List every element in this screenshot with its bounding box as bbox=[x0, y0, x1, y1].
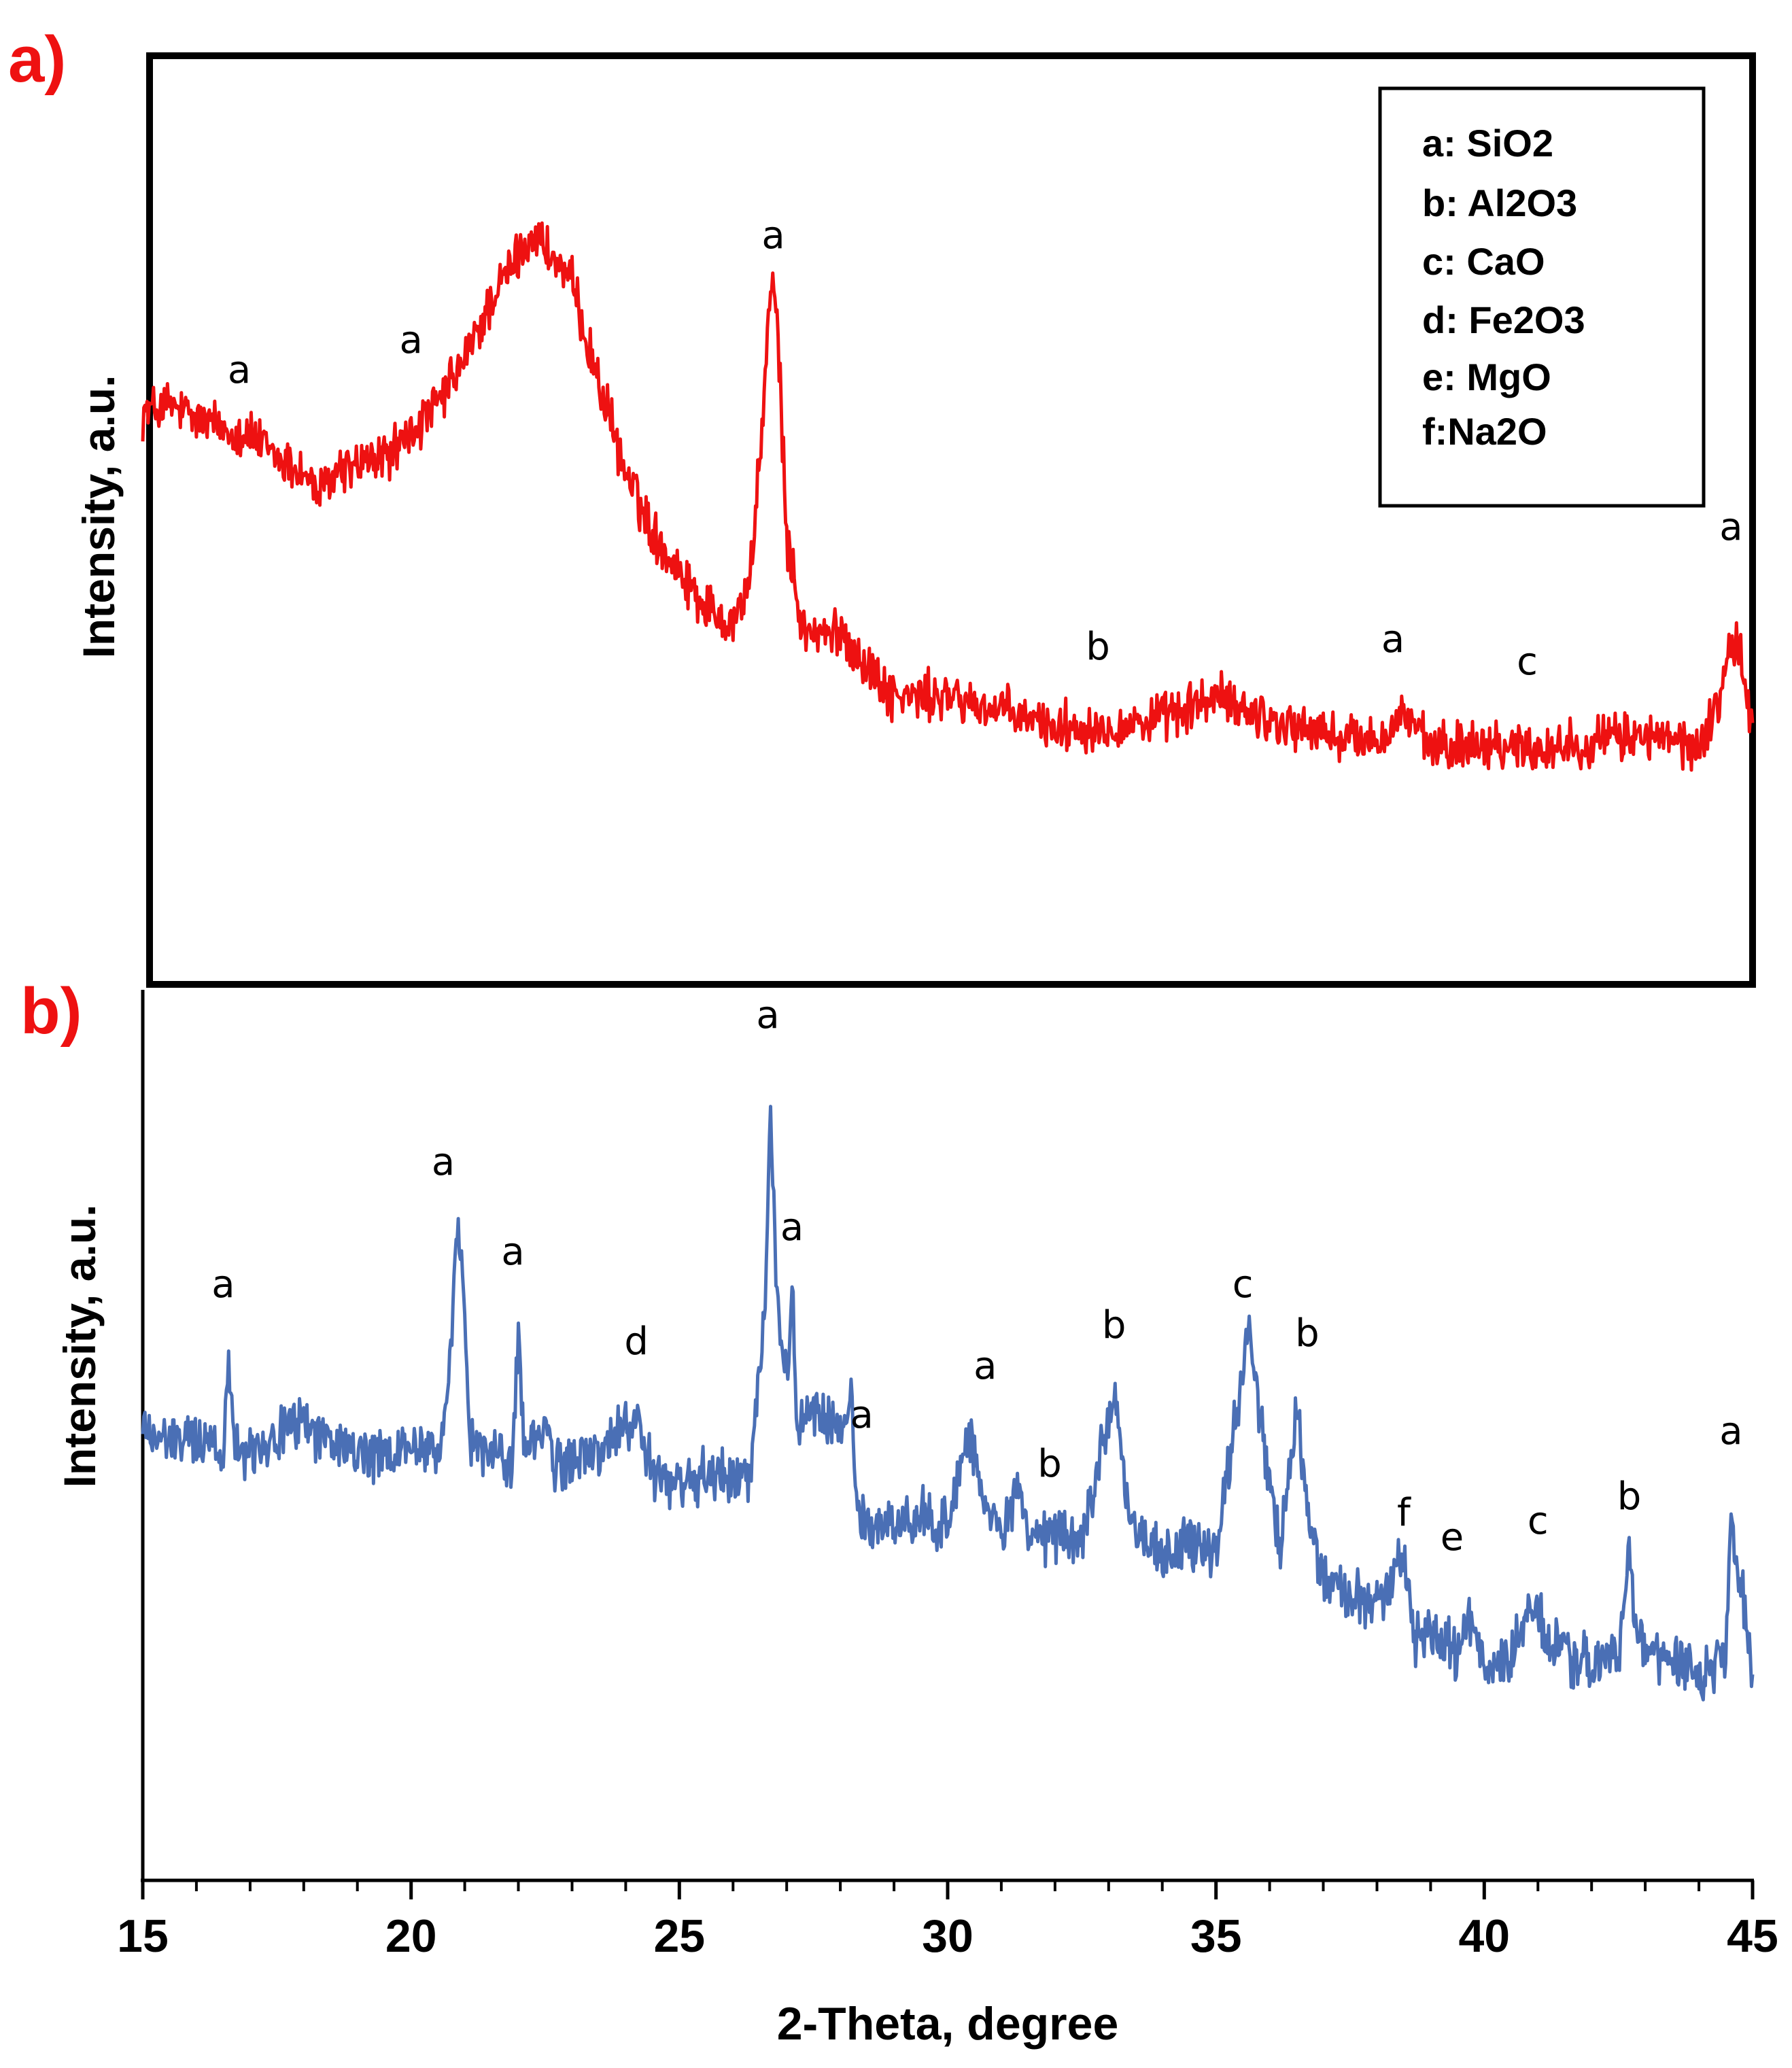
peak-label-b-4: a bbox=[756, 993, 779, 1037]
peak-label-b-11: b bbox=[1295, 1311, 1320, 1356]
x-tick-label-30: 30 bbox=[922, 1910, 973, 1962]
series-line-b bbox=[141, 1105, 1755, 1702]
peak-label-a-2: a bbox=[761, 213, 785, 258]
legend-entry-sio2: a: SiO2 bbox=[1422, 122, 1553, 165]
peak-label-b-15: b bbox=[1617, 1475, 1642, 1519]
panel-a-frame bbox=[146, 52, 1756, 988]
peak-label-b-5: a bbox=[780, 1205, 804, 1250]
peak-label-b-14: c bbox=[1528, 1499, 1549, 1543]
peak-label-b-10: c bbox=[1233, 1262, 1254, 1307]
peak-label-a-0: a bbox=[228, 348, 251, 392]
x-tick-label-45: 45 bbox=[1727, 1910, 1778, 1962]
legend-box bbox=[1378, 86, 1706, 508]
peak-label-b-16: a bbox=[1719, 1409, 1742, 1453]
x-axis-title: 2-Theta, degree bbox=[777, 1998, 1119, 2050]
peak-label-b-7: a bbox=[973, 1344, 997, 1388]
peak-label-b-8: b bbox=[1037, 1442, 1062, 1486]
legend-entry-al2o3: b: Al2O3 bbox=[1422, 182, 1577, 224]
x-axis-ticks: 15 20 25 30 35 40 45 bbox=[117, 1880, 1778, 1962]
peak-label-b-12: f bbox=[1397, 1491, 1411, 1535]
x-tick-label-40: 40 bbox=[1458, 1910, 1510, 1962]
panel-a-peak-labels: a a a b a c a bbox=[228, 213, 1743, 684]
panel-b-y-label: Intensity, a.u. bbox=[54, 1205, 105, 1488]
panel-a-label: a) bbox=[8, 23, 66, 96]
peak-label-a-5: c bbox=[1517, 640, 1538, 684]
peak-label-a-1: a bbox=[400, 318, 423, 362]
peak-label-b-13: e bbox=[1441, 1515, 1464, 1559]
peak-label-b-2: a bbox=[501, 1230, 524, 1274]
series-line-a bbox=[141, 221, 1755, 772]
x-tick-label-20: 20 bbox=[385, 1910, 437, 1962]
legend-entry-mgo: e: MgO bbox=[1422, 356, 1551, 398]
x-tick-label-15: 15 bbox=[117, 1910, 169, 1962]
peak-label-b-9: b bbox=[1102, 1303, 1126, 1347]
peak-label-b-6: a bbox=[850, 1393, 874, 1437]
panel-a-y-label: Intensity, a.u. bbox=[73, 375, 124, 659]
legend: a: SiO2 b: Al2O3 c: CaO d: Fe2O3 e: MgO … bbox=[1378, 86, 1706, 508]
x-tick-label-25: 25 bbox=[653, 1910, 705, 1962]
legend-entry-fe2o3: d: Fe2O3 bbox=[1422, 298, 1585, 341]
legend-entry-na2o: f:Na2O bbox=[1422, 410, 1547, 453]
peak-label-a-4: a bbox=[1381, 617, 1405, 661]
peak-label-b-0: a bbox=[211, 1262, 235, 1307]
x-tick-label-35: 35 bbox=[1190, 1910, 1242, 1962]
peak-label-b-1: a bbox=[432, 1140, 455, 1184]
peak-label-b-3: d bbox=[624, 1320, 649, 1364]
legend-entry-cao: c: CaO bbox=[1422, 240, 1545, 283]
peak-label-a-3: b bbox=[1086, 625, 1110, 669]
peak-label-a-6: a bbox=[1719, 505, 1742, 549]
panel-b-label: b) bbox=[20, 975, 82, 1048]
